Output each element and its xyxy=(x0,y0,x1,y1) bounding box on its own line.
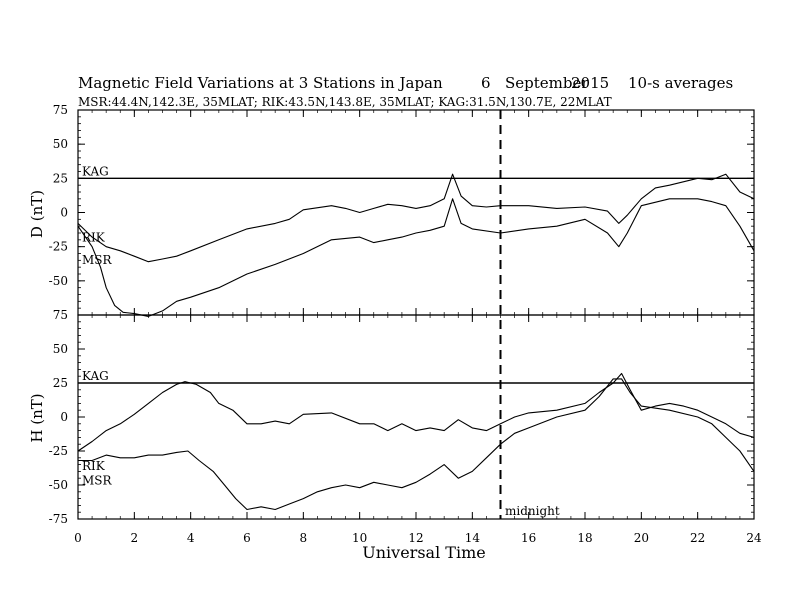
h-panel-frame xyxy=(77,314,755,520)
h-axis-label: H (nT) xyxy=(28,393,46,442)
xtick-label: 0 xyxy=(74,531,82,545)
h-ytick-label: 50 xyxy=(53,342,68,356)
d-series-msr xyxy=(77,198,755,317)
d-ytick-label: -25 xyxy=(49,240,68,254)
h-series-label-msr: MSR xyxy=(82,474,113,488)
date-year: 2015 xyxy=(571,74,609,92)
xtick-label: 8 xyxy=(300,531,308,545)
date-day: 6 xyxy=(481,74,491,92)
d-panel-frame xyxy=(77,109,755,316)
plot-layer: 7550250-25-50KAGRIKMSR7550250-25-50-75KA… xyxy=(49,103,762,545)
d-ytick-label: -50 xyxy=(49,274,68,288)
h-ytick-label: 25 xyxy=(53,376,68,390)
xtick-label: 14 xyxy=(465,531,481,545)
d-ytick-label: 25 xyxy=(53,171,68,185)
d-series-rik xyxy=(77,173,755,263)
xtick-label: 10 xyxy=(352,531,367,545)
xtick-label: 4 xyxy=(187,531,195,545)
h-ytick-label: 0 xyxy=(60,410,68,424)
h-series-rik xyxy=(77,372,755,452)
h-ytick-label: -50 xyxy=(49,478,68,492)
h-ytick-label: -25 xyxy=(49,444,68,458)
midnight-annotation: midnight xyxy=(505,504,560,518)
h-ytick-label: -75 xyxy=(49,512,68,526)
chart-title: Magnetic Field Variations at 3 Stations … xyxy=(78,74,443,92)
d-axis-label: D (nT) xyxy=(28,190,46,238)
xtick-label: 20 xyxy=(634,531,649,545)
h-series-label-kag: KAG xyxy=(82,369,109,383)
d-series-label-kag: KAG xyxy=(82,164,109,178)
xtick-label: 2 xyxy=(131,531,139,545)
xtick-label: 6 xyxy=(243,531,251,545)
xtick-label: 12 xyxy=(408,531,423,545)
h-series-msr xyxy=(78,378,755,511)
xtick-label: 16 xyxy=(521,531,536,545)
h-series-label-rik: RIK xyxy=(82,459,106,473)
xtick-label: 24 xyxy=(746,531,762,545)
d-ytick-label: 0 xyxy=(60,206,68,220)
d-ytick-label: 50 xyxy=(53,137,68,151)
d-ytick-label: 75 xyxy=(53,103,68,117)
d-series-label-msr: MSR xyxy=(82,253,113,267)
date-month: September xyxy=(505,74,589,92)
averaging-note: 10-s averages xyxy=(628,74,733,92)
xtick-label: 22 xyxy=(690,531,705,545)
station-info: MSR:44.4N,142.3E, 35MLAT; RIK:43.5N,143.… xyxy=(78,95,612,109)
h-ytick-label: 75 xyxy=(53,308,68,322)
x-axis-label: Universal Time xyxy=(362,543,485,562)
xtick-label: 18 xyxy=(577,531,592,545)
